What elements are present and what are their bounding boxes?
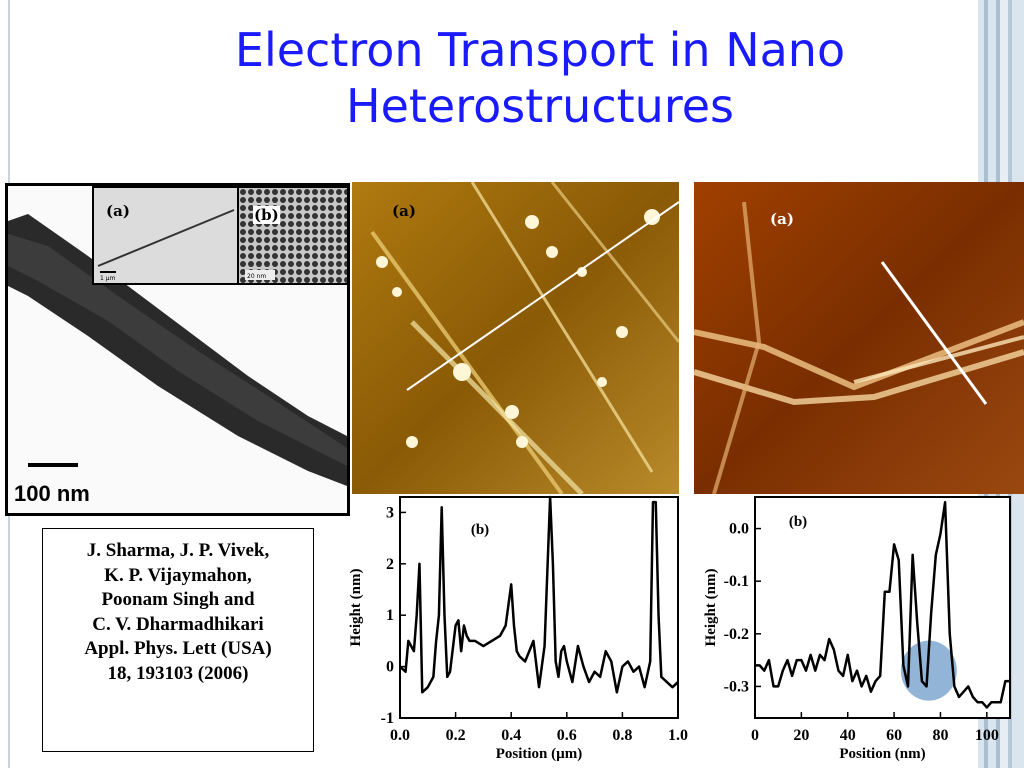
height-profile-chart-right: 0 20 40 60 80 100 0.0 -0.1 -0.2 -0.3 (b) Position (… bbox=[703, 496, 1011, 762]
afm-image-left: (a) bbox=[352, 182, 679, 494]
x-tick-label: 0.8 bbox=[612, 727, 632, 744]
x-tick-label: 60 bbox=[886, 727, 902, 744]
chart-panel-label: (b) bbox=[789, 514, 807, 530]
x-tick-label: 0.6 bbox=[557, 727, 577, 744]
height-profile-line bbox=[755, 501, 1010, 709]
inset-b-scale: 20 nm bbox=[247, 273, 266, 280]
height-profile-line bbox=[399, 495, 679, 694]
nanoparticle-array: 20 nm bbox=[239, 188, 347, 283]
y-tick-label: -0.3 bbox=[724, 678, 749, 695]
inset-b: 20 nm (b) bbox=[237, 186, 347, 285]
y-tick-label: 0.0 bbox=[729, 521, 749, 538]
highlight-ellipse bbox=[900, 640, 957, 701]
y-tick-label: -0.2 bbox=[724, 626, 749, 643]
x-axis-title: Position (µm) bbox=[496, 746, 583, 762]
scalebar-label: 100 nm bbox=[14, 481, 90, 506]
afm-image-right: (a) bbox=[694, 182, 1024, 494]
y-tick-label: -0.1 bbox=[724, 573, 749, 590]
y-tick-label: 1 bbox=[386, 607, 394, 624]
reference-line-2: K. P. Vijaymahon, bbox=[104, 564, 252, 586]
chart-panel-label: (b) bbox=[471, 522, 489, 538]
afm-left-label: (a) bbox=[392, 202, 416, 220]
plot-frame bbox=[754, 496, 1011, 719]
title-line-2: Heterostructures bbox=[346, 79, 734, 133]
reference-line-3: Poonam Singh and bbox=[101, 589, 255, 610]
x-tick-label: 100 bbox=[975, 727, 999, 744]
reference-line-5: Appl. Phys. Lett (USA) bbox=[84, 638, 272, 659]
x-tick-label: 20 bbox=[793, 727, 809, 744]
reference-line-4: C. V. Dharmadhikari bbox=[92, 613, 264, 635]
x-tick-label: 1.0 bbox=[668, 727, 688, 744]
x-axis-title: Position (nm) bbox=[839, 746, 925, 762]
inset-a-scale: 1 µm bbox=[100, 275, 116, 282]
reference-line-6: 18, 193103 (2006) bbox=[107, 662, 249, 684]
height-profile-chart-left: 0.0 0.2 0.4 0.6 0.8 1.0 -1 0 1 2 3 (b) Position (µm)… bbox=[348, 495, 688, 762]
y-axis-title: Height (nm) bbox=[703, 569, 719, 647]
reference-box: J. Sharma, J. P. Vivek, K. P. Vijaymahon… bbox=[42, 528, 314, 752]
title-line-1: Electron Transport in Nano bbox=[234, 23, 846, 77]
y-axis-title: Height (nm) bbox=[348, 569, 364, 647]
y-tick-label: 0 bbox=[386, 659, 394, 676]
y-tick-label: 3 bbox=[386, 504, 394, 521]
slide-title: Electron Transport in Nano Heterostructu… bbox=[120, 22, 960, 134]
y-tick-label: 2 bbox=[386, 556, 394, 573]
afm-right-label: (a) bbox=[770, 210, 794, 228]
x-tick-label: 40 bbox=[840, 727, 856, 744]
inset-a-label: (a) bbox=[106, 202, 130, 220]
x-tick-label: 80 bbox=[932, 727, 948, 744]
inset-b-label: (b) bbox=[253, 206, 280, 224]
inset-a: 1 µm (a) bbox=[92, 186, 241, 285]
x-tick-label: 0.0 bbox=[390, 727, 410, 744]
reference-line-1: J. Sharma, J. P. Vivek, bbox=[86, 540, 270, 561]
x-tick-label: 0.2 bbox=[446, 727, 466, 744]
x-tick-label: 0.4 bbox=[501, 727, 521, 744]
y-tick-label: -1 bbox=[381, 710, 394, 727]
x-tick-label: 0 bbox=[751, 727, 759, 744]
tem-panel: 100 nm 1 µm (a) 20 nm (b) bbox=[5, 183, 350, 516]
